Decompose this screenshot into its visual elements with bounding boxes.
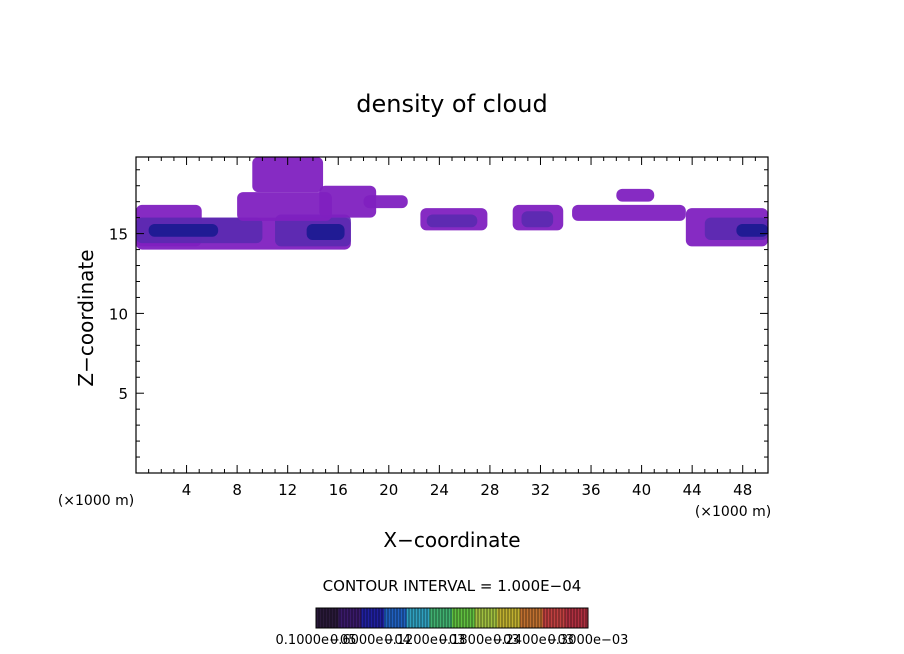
cloud-region-13 [521, 211, 554, 228]
colorbar-label: 0.1200e−03 [384, 633, 465, 648]
colorbar-segment [542, 608, 566, 628]
x-tick-label: 16 [329, 481, 348, 499]
x-tick-label: 36 [581, 481, 600, 499]
x-tick-label: 40 [632, 481, 651, 499]
x-unit-left: (×1000 m) [58, 493, 134, 509]
chart-title: density of cloud [356, 90, 547, 118]
cloud-region-9 [363, 195, 408, 209]
contour-interval-text: CONTOUR INTERVAL = 1.000E−04 [323, 577, 582, 595]
cloud-region-7 [319, 185, 377, 218]
cloud-region-14 [572, 204, 686, 221]
x-axis-label: X−coordinate [383, 528, 520, 552]
x-tick-label: 44 [683, 481, 702, 499]
x-tick-label: 20 [379, 481, 398, 499]
colorbar-segment [429, 608, 453, 628]
cloud-region-18 [736, 224, 768, 237]
colorbar-segment [497, 608, 521, 628]
cloud-region-4 [148, 224, 219, 237]
plot-frame [135, 156, 769, 474]
colorbar-label: 0.1800e−03 [439, 633, 520, 648]
y-tick-label: 5 [118, 385, 128, 403]
x-tick-label: 8 [232, 481, 242, 499]
cloud-region-layer [136, 157, 768, 250]
colorbar-segment [384, 608, 408, 628]
x-unit-right: (×1000 m) [695, 504, 771, 520]
cloud-region-11 [426, 214, 478, 228]
y-axis-label: Z−coordinate [74, 249, 98, 386]
x-tick-label: 12 [278, 481, 297, 499]
colorbar-label-layer: 0.1000e−050.6000e−040.1200e−030.1800e−03… [276, 633, 629, 648]
y-tick-label: 15 [109, 226, 128, 244]
colorbar-frame [315, 607, 589, 629]
colorbar-label: 0.6000e−04 [330, 633, 411, 648]
cloud-region-8 [252, 157, 324, 193]
y-tick-label: 10 [109, 305, 128, 323]
cloud-region-6 [237, 192, 332, 221]
colorbar-label: 0.2400e−03 [493, 633, 574, 648]
colorbar-label: 0.1000e−05 [276, 633, 357, 648]
x-tick-label: 4 [182, 481, 192, 499]
colorbar-segment [338, 608, 362, 628]
x-tick-label: 48 [733, 481, 752, 499]
cloud-region-5 [306, 224, 345, 240]
x-tick-label: 32 [531, 481, 550, 499]
colorbar [316, 608, 589, 628]
x-tick-label: 24 [430, 481, 449, 499]
colorbar-label: 0.3000e−03 [548, 633, 629, 648]
colorbar-segment [474, 608, 498, 628]
x-tick-label: 28 [480, 481, 499, 499]
cloud-region-15 [616, 188, 655, 202]
